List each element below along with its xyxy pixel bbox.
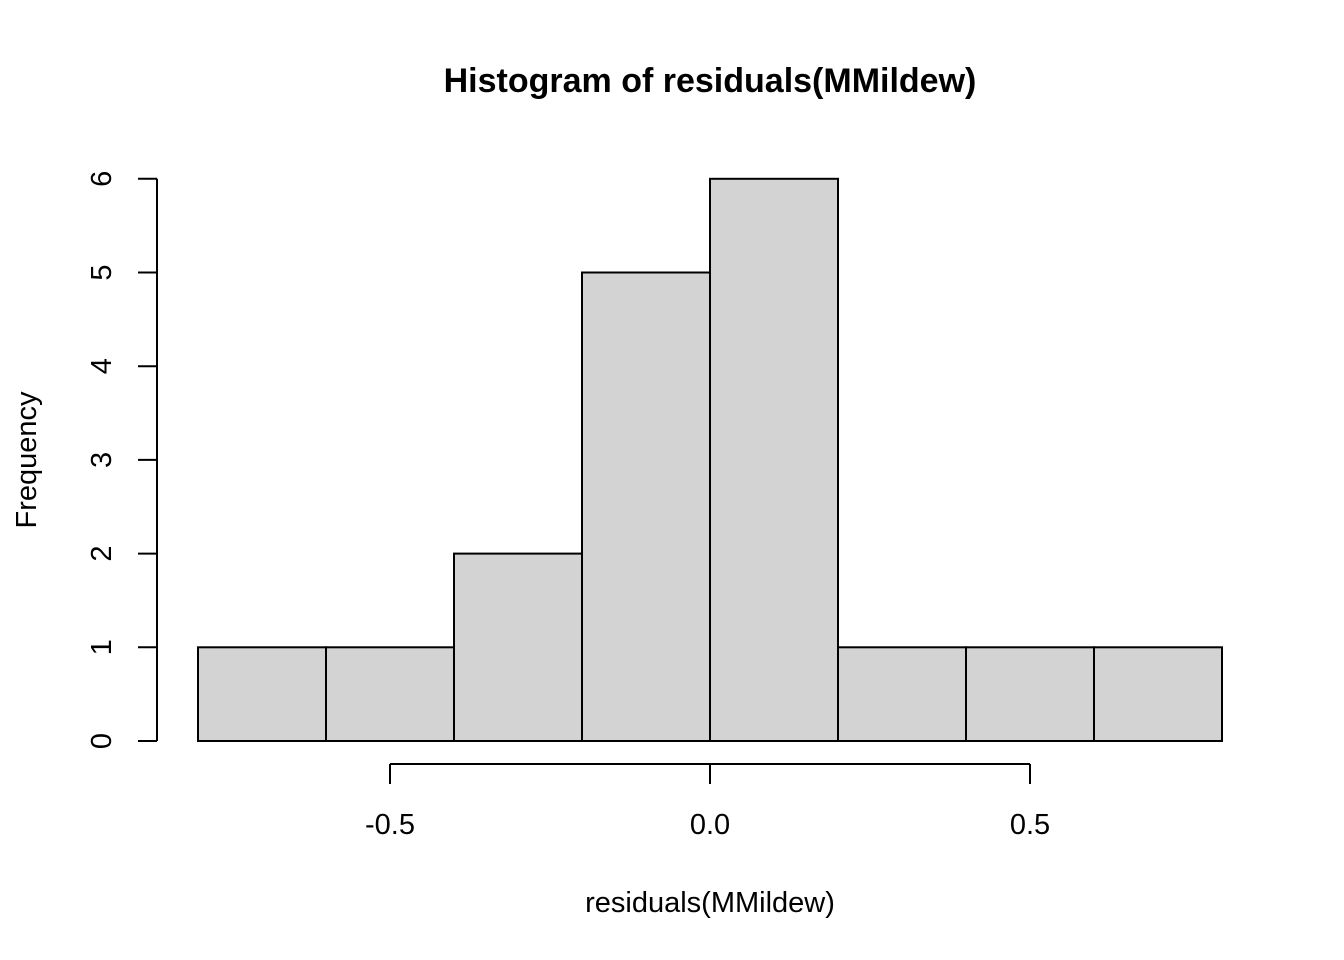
chart-title: Histogram of residuals(MMildew) — [444, 62, 977, 100]
y-tick-label: 5 — [86, 264, 118, 280]
histogram-bar — [709, 177, 839, 743]
y-tick-label: 6 — [86, 171, 118, 187]
y-tick-label: 3 — [86, 452, 118, 468]
y-axis: 0 1 2 3 4 5 6 — [86, 171, 158, 749]
x-axis: -0.5 0.0 0.5 — [365, 763, 1050, 841]
histogram-bar — [837, 646, 967, 742]
y-tick-label: 4 — [86, 358, 118, 374]
y-axis-label: Frequency — [11, 391, 43, 529]
x-tick-label: 0.0 — [690, 809, 730, 841]
histogram-bar — [197, 646, 327, 742]
histogram-bar — [965, 646, 1095, 742]
x-axis-label: residuals(MMildew) — [585, 887, 835, 919]
x-tick-label: -0.5 — [365, 809, 415, 841]
y-tick-label: 0 — [86, 733, 118, 749]
histogram-bar — [325, 646, 455, 742]
y-tick-label: 2 — [86, 546, 118, 562]
histogram-bar — [1093, 646, 1223, 742]
bars-group — [197, 177, 1223, 743]
x-tick-label: 0.5 — [1010, 809, 1050, 841]
y-tick-label: 1 — [86, 639, 118, 655]
histogram-bar — [453, 552, 583, 742]
histogram-bar — [581, 271, 711, 742]
